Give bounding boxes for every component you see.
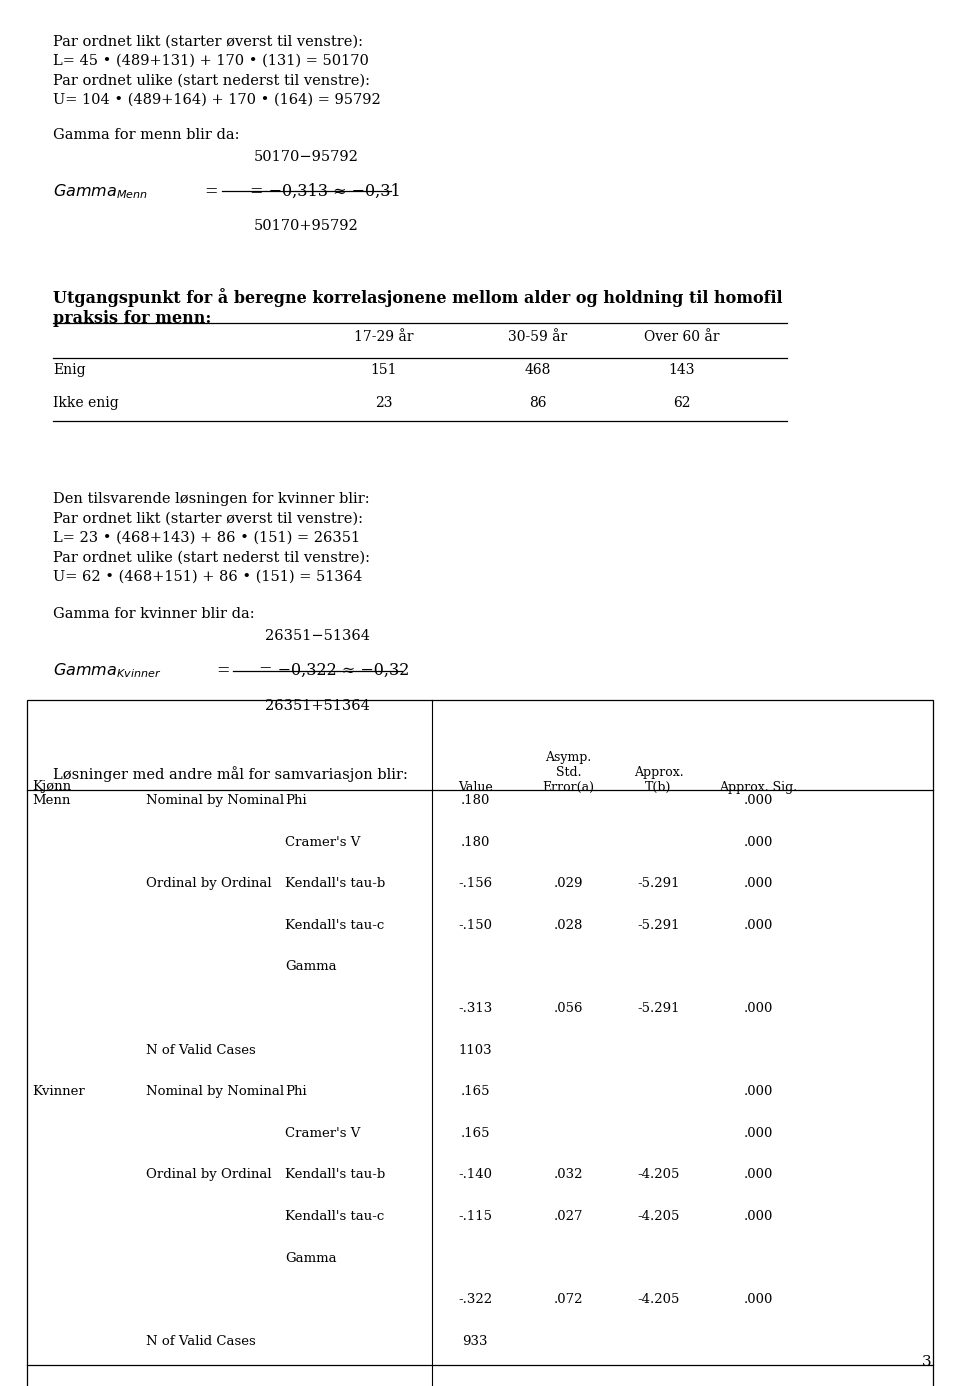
Bar: [27, 700, 933, 1386]
Text: Nominal by Nominal: Nominal by Nominal: [146, 794, 284, 807]
Text: 62: 62: [673, 396, 690, 410]
Text: Kendall's tau-c: Kendall's tau-c: [285, 919, 384, 931]
Text: 50170+95792: 50170+95792: [253, 219, 359, 233]
Text: .029: .029: [554, 877, 583, 890]
Text: -.150: -.150: [458, 919, 492, 931]
Text: .000: .000: [744, 877, 773, 890]
Text: Ordinal by Ordinal: Ordinal by Ordinal: [146, 1168, 272, 1181]
Text: Par ordnet likt (starter øverst til venstre):: Par ordnet likt (starter øverst til vens…: [53, 35, 363, 49]
Text: Enig: Enig: [53, 363, 85, 377]
Text: .000: .000: [744, 1210, 773, 1222]
Text: Utgangspunkt for å beregne korrelasjonene mellom alder og holdning til homofil: Utgangspunkt for å beregne korrelasjonen…: [53, 288, 782, 308]
Text: .180: .180: [461, 794, 490, 807]
Text: .000: .000: [744, 836, 773, 848]
Text: 30-59 år: 30-59 år: [508, 330, 567, 344]
Text: 3: 3: [922, 1356, 931, 1369]
Text: U= 62 • (468+151) + 86 • (151) = 51364: U= 62 • (468+151) + 86 • (151) = 51364: [53, 570, 362, 584]
Text: =: =: [204, 183, 218, 200]
Text: L= 23 • (468+143) + 86 • (151) = 26351: L= 23 • (468+143) + 86 • (151) = 26351: [53, 531, 360, 545]
Text: .056: .056: [554, 1002, 583, 1015]
Text: 1103: 1103: [458, 1044, 492, 1056]
Text: Cramer's V: Cramer's V: [285, 836, 361, 848]
Text: .032: .032: [554, 1168, 583, 1181]
Text: -5.291: -5.291: [637, 877, 680, 890]
Text: Den tilsvarende løsningen for kvinner blir:: Den tilsvarende løsningen for kvinner bl…: [53, 492, 370, 506]
Text: Value: Value: [458, 782, 492, 794]
Text: Par ordnet ulike (start nederst til venstre):: Par ordnet ulike (start nederst til vens…: [53, 550, 370, 564]
Text: .165: .165: [461, 1127, 490, 1139]
Text: Gamma: Gamma: [285, 960, 337, 973]
Text: = −0,322 ≈ −0,32: = −0,322 ≈ −0,32: [259, 663, 410, 679]
Text: -4.205: -4.205: [637, 1168, 680, 1181]
Text: Cramer's V: Cramer's V: [285, 1127, 361, 1139]
Text: 26351+51364: 26351+51364: [265, 699, 371, 712]
Text: 17-29 år: 17-29 år: [354, 330, 414, 344]
Text: N of Valid Cases: N of Valid Cases: [146, 1335, 255, 1347]
Text: 23: 23: [375, 396, 393, 410]
Text: .000: .000: [744, 1127, 773, 1139]
Text: 468: 468: [524, 363, 551, 377]
Text: Approx. Sig.: Approx. Sig.: [719, 782, 798, 794]
Text: .072: .072: [554, 1293, 583, 1306]
Text: .000: .000: [744, 794, 773, 807]
Text: -5.291: -5.291: [637, 919, 680, 931]
Text: Ikke enig: Ikke enig: [53, 396, 118, 410]
Text: Ordinal by Ordinal: Ordinal by Ordinal: [146, 877, 272, 890]
Text: Kendall's tau-c: Kendall's tau-c: [285, 1210, 384, 1222]
Text: -.156: -.156: [458, 877, 492, 890]
Text: = −0,313 ≈ −0,31: = −0,313 ≈ −0,31: [250, 183, 400, 200]
Text: $\mathit{Gamma}_{\mathit{Kvinner}}$: $\mathit{Gamma}_{\mathit{Kvinner}}$: [53, 661, 161, 681]
Text: Kjønn: Kjønn: [33, 780, 72, 793]
Text: .000: .000: [744, 1168, 773, 1181]
Text: Kendall's tau-b: Kendall's tau-b: [285, 1168, 385, 1181]
Text: Par ordnet ulike (start nederst til venstre):: Par ordnet ulike (start nederst til vens…: [53, 73, 370, 87]
Text: Løsninger med andre mål for samvariasjon blir:: Løsninger med andre mål for samvariasjon…: [53, 766, 408, 782]
Text: .180: .180: [461, 836, 490, 848]
Text: L= 45 • (489+131) + 170 • (131) = 50170: L= 45 • (489+131) + 170 • (131) = 50170: [53, 54, 369, 68]
Text: 50170−95792: 50170−95792: [253, 150, 359, 164]
Text: Asymp.
Std.
Error(a): Asymp. Std. Error(a): [542, 751, 594, 794]
Text: Kendall's tau-b: Kendall's tau-b: [285, 877, 385, 890]
Text: -.322: -.322: [458, 1293, 492, 1306]
Text: -4.205: -4.205: [637, 1293, 680, 1306]
Text: Phi: Phi: [285, 794, 307, 807]
Text: Gamma: Gamma: [285, 1252, 337, 1264]
Text: .000: .000: [744, 1085, 773, 1098]
Text: Nominal by Nominal: Nominal by Nominal: [146, 1085, 284, 1098]
Text: praksis for menn:: praksis for menn:: [53, 310, 211, 327]
Text: Over 60 år: Over 60 år: [644, 330, 719, 344]
Text: -.313: -.313: [458, 1002, 492, 1015]
Text: $\mathit{Gamma}_{\mathit{Menn}}$: $\mathit{Gamma}_{\mathit{Menn}}$: [53, 182, 148, 201]
Text: Kvinner: Kvinner: [33, 1085, 85, 1098]
Text: .000: .000: [744, 919, 773, 931]
Text: -.115: -.115: [458, 1210, 492, 1222]
Text: Approx.
T(b): Approx. T(b): [634, 766, 684, 794]
Text: .000: .000: [744, 1293, 773, 1306]
Text: U= 104 • (489+164) + 170 • (164) = 95792: U= 104 • (489+164) + 170 • (164) = 95792: [53, 93, 380, 107]
Text: Par ordnet likt (starter øverst til venstre):: Par ordnet likt (starter øverst til vens…: [53, 511, 363, 525]
Text: 151: 151: [371, 363, 397, 377]
Text: -.140: -.140: [458, 1168, 492, 1181]
Text: 26351−51364: 26351−51364: [265, 629, 371, 643]
Text: .165: .165: [461, 1085, 490, 1098]
Text: 933: 933: [463, 1335, 488, 1347]
Text: -5.291: -5.291: [637, 1002, 680, 1015]
Text: .028: .028: [554, 919, 583, 931]
Text: 143: 143: [668, 363, 695, 377]
Text: .000: .000: [744, 1002, 773, 1015]
Text: Menn: Menn: [33, 794, 71, 807]
Text: =: =: [216, 663, 229, 679]
Text: Gamma for kvinner blir da:: Gamma for kvinner blir da:: [53, 607, 254, 621]
Text: Phi: Phi: [285, 1085, 307, 1098]
Text: 86: 86: [529, 396, 546, 410]
Text: -4.205: -4.205: [637, 1210, 680, 1222]
Text: .027: .027: [554, 1210, 583, 1222]
Text: Gamma for menn blir da:: Gamma for menn blir da:: [53, 128, 239, 141]
Text: N of Valid Cases: N of Valid Cases: [146, 1044, 255, 1056]
